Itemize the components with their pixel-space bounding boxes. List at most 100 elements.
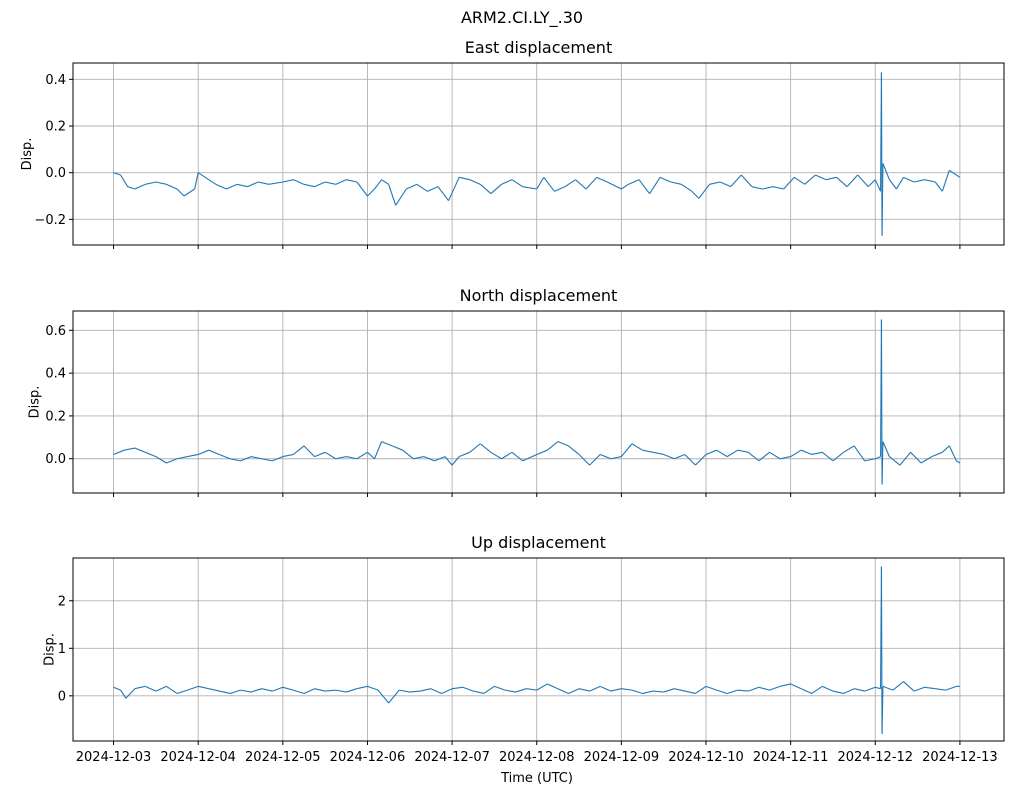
figure-suptitle: ARM2.CI.LY_.30 xyxy=(461,8,583,28)
series-segment xyxy=(416,183,428,192)
series-segment xyxy=(568,688,580,694)
series-segment xyxy=(880,319,883,485)
series-segment xyxy=(536,683,548,691)
y-tick-label: 1 xyxy=(58,642,66,657)
series-segment xyxy=(653,690,664,693)
series-segment xyxy=(197,172,206,178)
series-segment xyxy=(853,688,865,692)
series-segment xyxy=(490,183,502,195)
series-segment xyxy=(674,688,685,692)
y-tick-label: 2 xyxy=(58,594,66,609)
series-segment xyxy=(631,443,643,451)
series-segment xyxy=(941,445,950,453)
series-segment xyxy=(684,454,696,466)
series-segment xyxy=(522,453,537,462)
series-segment xyxy=(748,686,760,692)
y-tick-label: 0.2 xyxy=(45,409,66,424)
subplot-up: Up displacement 2024-12-03 2024-12-04 2024-… xyxy=(43,533,1005,765)
series-segment xyxy=(314,451,326,458)
series-segment xyxy=(240,689,252,693)
series-segment xyxy=(293,179,305,185)
series-segment xyxy=(247,181,259,188)
series-segment xyxy=(219,453,231,460)
series-segment xyxy=(832,451,844,462)
subplots: East displacement−0.20.00.20.4Disp.North… xyxy=(20,38,1005,765)
series-segment xyxy=(145,451,157,458)
series-segment xyxy=(790,683,802,690)
series-segment xyxy=(511,451,523,462)
series-segment xyxy=(899,451,911,466)
series-segment xyxy=(145,685,157,692)
series-segment xyxy=(568,445,580,455)
y-tick-label: 0.2 xyxy=(45,120,66,135)
series-up xyxy=(113,566,960,734)
series-segment xyxy=(504,689,516,693)
series-segment xyxy=(716,449,728,458)
series-segment xyxy=(377,689,390,704)
series-segment xyxy=(166,183,178,190)
series-segment xyxy=(758,451,770,462)
subplot-north: North displacement 0.0 0.2 0.4 0.6 Disp. xyxy=(28,286,1005,497)
series-segment xyxy=(949,169,957,176)
series-segment xyxy=(346,688,358,693)
series-segment xyxy=(716,689,728,694)
y-tick-label: 0.4 xyxy=(45,73,66,88)
series-segment xyxy=(790,449,802,458)
series-segment xyxy=(935,688,946,691)
series-segment xyxy=(145,181,156,185)
series-segment xyxy=(479,183,492,195)
series-segment xyxy=(166,685,178,694)
series-segment xyxy=(303,688,315,694)
y-axis-label-north: Disp. xyxy=(28,386,43,419)
series-segment xyxy=(881,686,884,734)
series-segment xyxy=(293,445,305,455)
series-segment xyxy=(956,460,961,464)
series-segment xyxy=(804,174,816,185)
series-segment xyxy=(882,441,890,457)
series-segment xyxy=(399,689,410,693)
series-segment xyxy=(681,183,693,192)
x-axis-label: Time (UTC) xyxy=(500,771,573,786)
series-segment xyxy=(882,163,890,180)
series-segment xyxy=(451,456,460,466)
series-segment xyxy=(490,451,502,460)
series-segment xyxy=(793,176,806,185)
series-segment xyxy=(554,186,566,192)
series-segment xyxy=(769,451,781,460)
series-segment xyxy=(395,188,407,206)
series-segment xyxy=(600,453,611,460)
x-tick-label: 2024-12-13 xyxy=(922,750,998,765)
x-tick-label: 2024-12-08 xyxy=(499,750,575,765)
series-segment xyxy=(261,688,273,692)
series-segment xyxy=(695,685,707,694)
series-segment xyxy=(825,176,837,181)
series-segment xyxy=(705,685,717,691)
series-segment xyxy=(649,177,661,194)
y-tick-label: 0.4 xyxy=(45,367,66,382)
series-segment xyxy=(367,451,375,460)
series-segment xyxy=(469,443,481,453)
series-segment xyxy=(293,689,305,694)
series-segment xyxy=(459,176,470,181)
series-segment xyxy=(346,179,357,183)
series-segment xyxy=(197,449,209,455)
series-segment xyxy=(303,183,315,188)
series-segment xyxy=(226,183,238,190)
series-segment xyxy=(811,685,823,694)
series-segment xyxy=(229,689,241,694)
series-segment xyxy=(740,174,753,188)
series-segment xyxy=(913,686,925,692)
series-segment xyxy=(642,690,654,695)
series-segment xyxy=(314,181,326,188)
series-segment xyxy=(409,690,421,693)
series-segment xyxy=(166,458,178,464)
series-segment xyxy=(420,688,432,692)
series-segment xyxy=(208,688,220,692)
series-segment xyxy=(543,176,555,192)
series-segment xyxy=(727,689,738,694)
series-segment xyxy=(388,184,397,206)
series-segment xyxy=(511,179,523,188)
series-segment xyxy=(910,451,922,464)
series-segment xyxy=(176,188,185,197)
series-segment xyxy=(913,179,925,183)
